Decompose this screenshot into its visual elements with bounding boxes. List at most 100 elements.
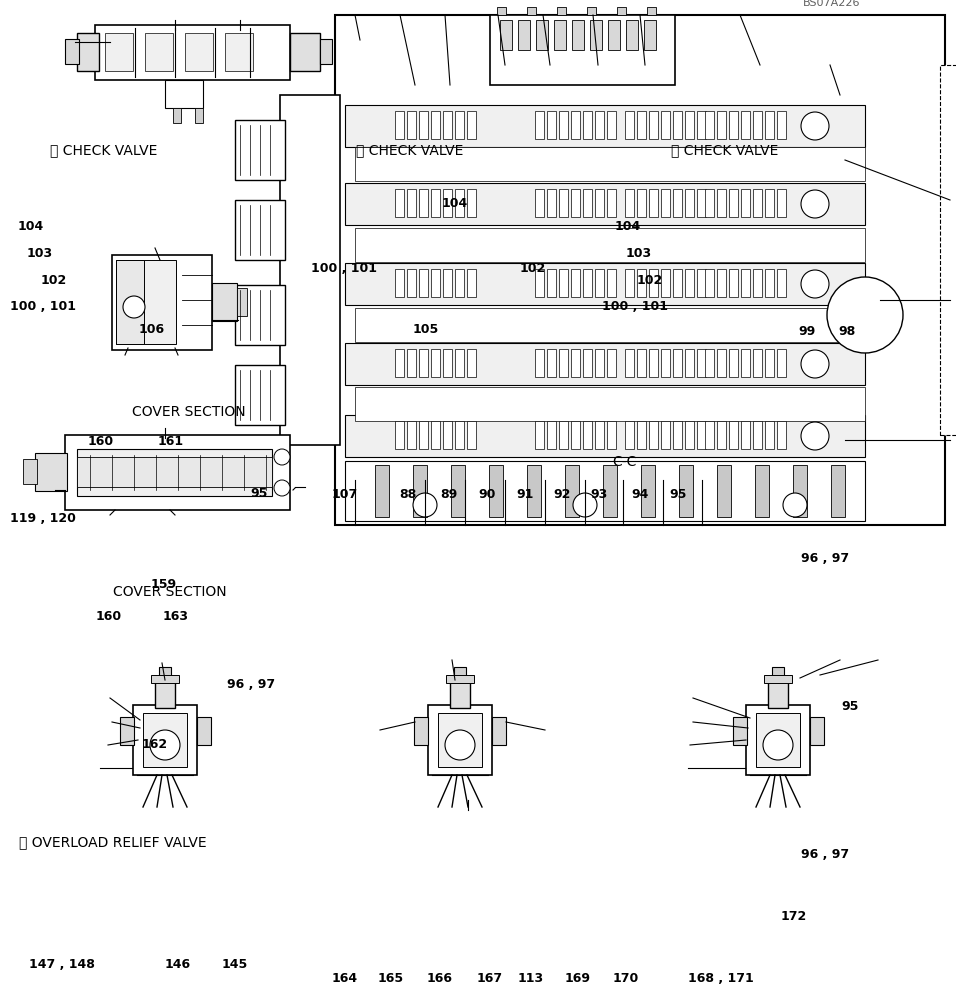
Circle shape [801,270,829,298]
Bar [547,111,556,139]
Bar [583,421,592,449]
Bar [518,20,530,50]
Bar [595,111,604,139]
Text: 162: 162 [141,738,167,751]
Bar [536,20,548,50]
Bar [764,675,792,683]
Bar [685,111,694,139]
Bar [647,7,656,15]
Bar [527,7,536,15]
Text: 160: 160 [96,610,121,623]
Bar [431,111,440,139]
Bar [419,349,428,377]
Circle shape [274,480,290,496]
Bar [395,189,404,217]
Bar [407,349,416,377]
Circle shape [413,493,437,517]
Bar [777,349,786,377]
Bar [661,421,670,449]
Bar [116,260,176,344]
Bar [535,111,544,139]
Text: 146: 146 [164,958,190,971]
Text: 107: 107 [332,488,358,501]
Bar [661,269,670,297]
Bar [23,459,37,484]
Bar [345,415,865,457]
Bar [489,465,503,517]
Text: 104: 104 [615,220,641,233]
Bar [607,269,616,297]
Bar [431,349,440,377]
Bar [637,269,646,297]
Bar [607,111,616,139]
Bar [705,269,714,297]
Bar [419,269,428,297]
Bar [355,228,865,262]
Text: 104: 104 [17,220,43,233]
Bar [235,120,285,180]
Bar [608,20,620,50]
Bar [237,288,247,316]
Bar [395,421,404,449]
Bar [607,189,616,217]
Bar [443,269,452,297]
Bar [345,105,865,147]
Bar [765,349,774,377]
Text: 95: 95 [841,700,858,713]
Bar [741,189,750,217]
Text: 95: 95 [669,488,686,501]
Bar [443,421,452,449]
Bar [746,705,810,775]
Bar [375,465,389,517]
Text: 145: 145 [222,958,248,971]
Bar [753,421,762,449]
Text: 96 , 97: 96 , 97 [227,678,274,691]
Bar [729,421,738,449]
Bar [571,189,580,217]
Bar [395,349,404,377]
Bar [583,349,592,377]
Text: 95: 95 [250,487,268,500]
Bar [559,269,568,297]
Circle shape [801,422,829,450]
Bar [455,269,464,297]
Bar [777,269,786,297]
Circle shape [150,730,180,760]
Bar [185,33,213,71]
Bar [500,20,512,50]
Bar [451,465,465,517]
Bar [595,189,604,217]
Text: 90: 90 [478,488,495,501]
Text: 163: 163 [163,610,188,623]
Circle shape [445,730,475,760]
Bar [649,421,658,449]
Bar [595,421,604,449]
Bar [673,189,682,217]
Bar [535,269,544,297]
Bar [765,189,774,217]
Bar [661,111,670,139]
Text: 105: 105 [413,323,439,336]
Bar [95,25,290,80]
Bar [729,111,738,139]
Text: 103: 103 [625,247,651,260]
Bar [195,108,203,123]
Bar [777,189,786,217]
Bar [159,667,171,681]
Bar [777,111,786,139]
Bar [705,349,714,377]
Bar [443,349,452,377]
Circle shape [801,350,829,378]
Bar [290,33,320,71]
Bar [625,189,634,217]
Bar [661,189,670,217]
Text: Ⓑ CHECK VALVE: Ⓑ CHECK VALVE [356,143,463,157]
Bar [467,421,476,449]
Bar [535,189,544,217]
Bar [133,705,197,775]
Text: 100 , 101: 100 , 101 [602,300,668,313]
Bar [535,349,544,377]
Bar [717,465,731,517]
Bar [455,111,464,139]
Bar [455,189,464,217]
